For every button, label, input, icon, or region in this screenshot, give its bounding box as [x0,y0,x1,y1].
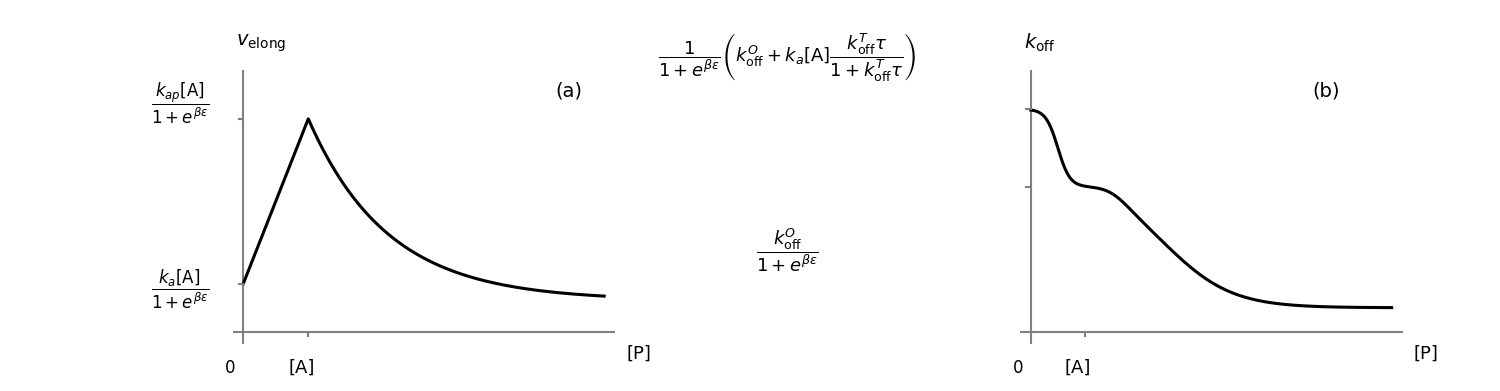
Text: [A]: [A] [288,359,315,377]
Text: $v_\mathrm{elong}$: $v_\mathrm{elong}$ [237,32,286,54]
Text: [P]: [P] [627,344,651,363]
Text: $k_\mathrm{off}$: $k_\mathrm{off}$ [1024,32,1056,54]
Text: [A]: [A] [1064,359,1090,377]
Text: (a): (a) [555,81,582,100]
Text: 0: 0 [1013,359,1023,377]
Text: $\dfrac{k_a[\mathrm{A}]}{1+e^{\beta\epsilon}}$: $\dfrac{k_a[\mathrm{A}]}{1+e^{\beta\epsi… [152,268,210,311]
Text: (b): (b) [1312,81,1340,100]
Text: [P]: [P] [1414,344,1438,363]
Text: $\dfrac{k_{ap}[\mathrm{A}]}{1+e^{\beta\epsilon}}$: $\dfrac{k_{ap}[\mathrm{A}]}{1+e^{\beta\e… [152,80,210,126]
Text: $\dfrac{k^O_\mathrm{off}}{1+e^{\beta\epsilon}}$: $\dfrac{k^O_\mathrm{off}}{1+e^{\beta\eps… [756,227,819,274]
Text: $\dfrac{1}{1+e^{\beta\epsilon}}\left(k^O_\mathrm{off}+k_a[\mathrm{A}]\dfrac{k^T_: $\dfrac{1}{1+e^{\beta\epsilon}}\left(k^O… [658,31,916,83]
Text: 0: 0 [225,359,236,377]
